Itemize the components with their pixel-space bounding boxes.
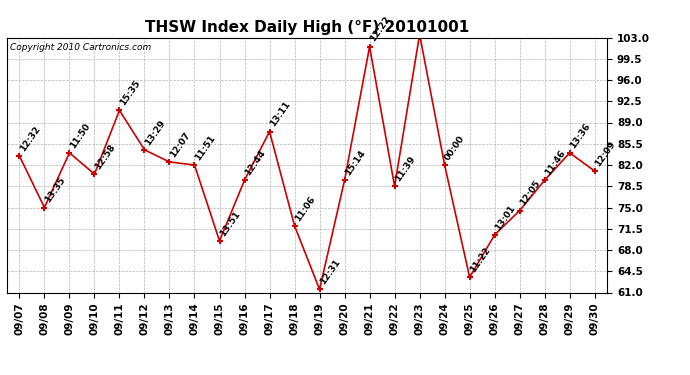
Text: 12:07: 12:07 (168, 130, 192, 159)
Text: 00:00: 00:00 (443, 134, 466, 162)
Text: 13:36: 13:36 (568, 121, 592, 150)
Text: 13:29: 13:29 (143, 118, 167, 147)
Text: 13:01: 13:01 (493, 203, 517, 232)
Text: 12:09: 12:09 (593, 140, 617, 168)
Text: 13:15: 13:15 (0, 374, 1, 375)
Text: 12:58: 12:58 (93, 142, 117, 171)
Text: 12:32: 12:32 (18, 124, 41, 153)
Text: 11:46: 11:46 (543, 148, 567, 177)
Text: 13:35: 13:35 (43, 176, 67, 204)
Text: 11:50: 11:50 (68, 122, 92, 150)
Title: THSW Index Daily High (°F) 20101001: THSW Index Daily High (°F) 20101001 (145, 20, 469, 35)
Text: 11:22: 11:22 (468, 246, 492, 274)
Text: 11:39: 11:39 (393, 154, 417, 183)
Text: 15:35: 15:35 (118, 79, 141, 107)
Text: 13:51: 13:51 (218, 209, 241, 238)
Text: 12:22: 12:22 (368, 15, 392, 44)
Text: Copyright 2010 Cartronics.com: Copyright 2010 Cartronics.com (10, 43, 151, 52)
Text: 13:11: 13:11 (268, 100, 292, 129)
Text: 12:31: 12:31 (318, 258, 342, 286)
Text: 12:05: 12:05 (518, 179, 542, 207)
Text: 11:06: 11:06 (293, 194, 317, 223)
Text: 15:14: 15:14 (343, 148, 367, 177)
Text: 11:51: 11:51 (193, 134, 217, 162)
Text: 12:44: 12:44 (243, 148, 267, 177)
